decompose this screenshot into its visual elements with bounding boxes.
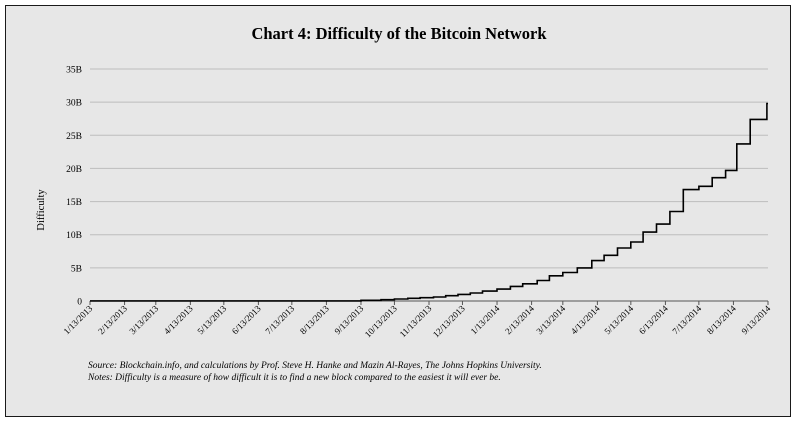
x-tick-label: 5/13/2014	[602, 303, 635, 336]
x-tick-label: 8/13/2014	[705, 303, 738, 336]
x-tick-label: 2/13/2014	[503, 303, 536, 336]
x-tick-label: 5/13/2013	[195, 303, 228, 336]
difficulty-series-line	[90, 102, 768, 302]
x-tick-label: 7/13/2014	[670, 303, 703, 336]
source-note: Source: Blockchain.info, and calculation…	[88, 361, 542, 371]
y-tick-label: 10B	[66, 231, 82, 241]
x-tick-label: 6/13/2014	[637, 303, 670, 336]
x-tick-label: 8/13/2013	[298, 303, 331, 336]
x-tick-label: 9/13/2013	[332, 303, 365, 336]
x-tick-label: 11/13/2013	[398, 303, 434, 339]
y-axis-label: Difficulty	[36, 189, 47, 231]
x-tick-label: 3/13/2014	[534, 303, 567, 336]
y-tick-label: 30B	[66, 99, 82, 109]
x-tick-label: 9/13/2014	[740, 303, 773, 336]
y-tick-label: 15B	[66, 198, 82, 208]
x-tick-label: 12/13/2013	[431, 303, 467, 339]
y-tick-label: 25B	[66, 132, 82, 142]
x-tick-label: 1/13/2013	[62, 303, 95, 336]
x-tick-label: 6/13/2013	[230, 303, 263, 336]
y-tick-label: 20B	[66, 165, 82, 175]
y-tick-label: 5B	[71, 264, 82, 274]
x-tick-label: 3/13/2013	[127, 303, 160, 336]
chart-title: Chart 4: Difficulty of the Bitcoin Netwo…	[251, 24, 547, 43]
x-tick-label: 2/13/2013	[96, 303, 129, 336]
x-tick-label: 4/13/2013	[162, 303, 195, 336]
x-tick-label: 1/13/2014	[469, 303, 502, 336]
x-tick-label: 4/13/2014	[569, 303, 602, 336]
y-tick-label: 0	[77, 298, 82, 308]
y-tick-label: 35B	[66, 66, 82, 76]
x-tick-label: 7/13/2013	[263, 303, 296, 336]
x-tick-label: 10/13/2013	[363, 303, 399, 339]
chart-frame: Chart 4: Difficulty of the Bitcoin Netwo…	[5, 5, 791, 417]
difficulty-note: Notes: Difficulty is a measure of how di…	[88, 373, 501, 383]
